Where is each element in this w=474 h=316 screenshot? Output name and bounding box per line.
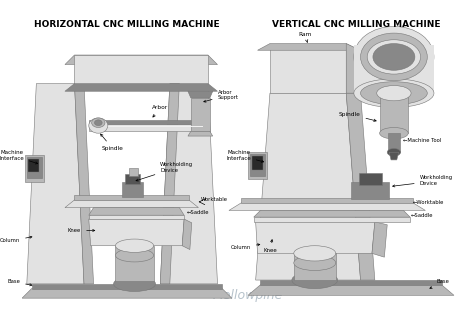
Text: Knee: Knee	[68, 228, 95, 233]
Text: Machine
Interface: Machine Interface	[0, 150, 38, 164]
Bar	[25, 155, 44, 182]
Bar	[294, 253, 336, 280]
Polygon shape	[257, 44, 359, 50]
Text: HORIZONTAL CNC MILLING MACHINE: HORIZONTAL CNC MILLING MACHINE	[34, 20, 220, 29]
Polygon shape	[248, 285, 454, 295]
Bar	[252, 156, 263, 170]
Text: Ram: Ram	[299, 32, 312, 42]
Polygon shape	[389, 152, 399, 160]
Bar	[28, 159, 39, 172]
Ellipse shape	[354, 27, 434, 88]
Polygon shape	[89, 125, 203, 127]
Polygon shape	[74, 55, 208, 84]
Text: Worktable: Worktable	[201, 198, 228, 203]
Ellipse shape	[91, 118, 105, 127]
Ellipse shape	[89, 118, 108, 133]
Polygon shape	[65, 55, 218, 64]
Text: Knee: Knee	[263, 240, 277, 253]
Ellipse shape	[361, 82, 427, 105]
Polygon shape	[32, 284, 222, 289]
Bar	[359, 173, 382, 185]
Text: ←Machine Tool: ←Machine Tool	[403, 138, 442, 143]
Ellipse shape	[373, 44, 415, 70]
Polygon shape	[188, 91, 213, 98]
Ellipse shape	[367, 40, 420, 74]
Polygon shape	[22, 289, 232, 298]
Text: Workholding
Device: Workholding Device	[392, 175, 453, 187]
Polygon shape	[89, 120, 203, 124]
Bar	[354, 46, 434, 93]
Polygon shape	[260, 280, 442, 285]
Ellipse shape	[116, 249, 154, 262]
Bar	[129, 168, 138, 176]
Bar	[248, 152, 267, 179]
Text: Mellowpine: Mellowpine	[213, 289, 283, 302]
Bar	[250, 154, 265, 176]
Bar	[27, 157, 42, 178]
Polygon shape	[229, 203, 425, 210]
Text: ←Saddle: ←Saddle	[411, 213, 434, 218]
Polygon shape	[241, 198, 413, 203]
Polygon shape	[65, 84, 218, 91]
Polygon shape	[188, 131, 213, 136]
Ellipse shape	[387, 149, 401, 156]
Polygon shape	[89, 219, 184, 246]
Text: Column: Column	[231, 244, 260, 250]
Polygon shape	[65, 200, 199, 208]
Polygon shape	[182, 219, 192, 250]
Ellipse shape	[94, 120, 102, 125]
Polygon shape	[255, 222, 375, 253]
Bar	[191, 98, 210, 131]
Text: ←Worktable: ←Worktable	[413, 200, 444, 205]
Text: Arbor: Arbor	[152, 105, 168, 117]
Bar	[380, 93, 408, 133]
Text: Arbor
Support: Arbor Support	[204, 90, 238, 102]
Bar	[270, 44, 346, 93]
Ellipse shape	[116, 239, 154, 252]
Polygon shape	[255, 93, 361, 280]
Polygon shape	[346, 93, 375, 280]
Polygon shape	[27, 84, 84, 284]
Text: ←Saddle: ←Saddle	[187, 210, 210, 215]
Polygon shape	[74, 195, 189, 200]
Ellipse shape	[294, 255, 336, 270]
Polygon shape	[254, 217, 410, 222]
Bar	[122, 182, 143, 197]
Bar	[351, 182, 389, 199]
Polygon shape	[346, 44, 361, 93]
Polygon shape	[89, 124, 203, 131]
Polygon shape	[89, 208, 184, 215]
Text: Base: Base	[430, 279, 450, 288]
Ellipse shape	[361, 33, 427, 81]
Text: Spindle: Spindle	[338, 112, 376, 121]
Polygon shape	[160, 84, 218, 284]
Bar	[125, 174, 140, 184]
Ellipse shape	[294, 246, 336, 261]
Polygon shape	[372, 222, 387, 257]
Text: Workholding
Device: Workholding Device	[136, 162, 193, 181]
Ellipse shape	[292, 271, 337, 289]
Ellipse shape	[380, 127, 408, 139]
Bar	[116, 246, 154, 281]
Text: Spindle: Spindle	[100, 134, 124, 151]
Text: Machine
Interface: Machine Interface	[226, 150, 264, 162]
Ellipse shape	[377, 86, 411, 101]
Bar	[388, 133, 400, 152]
Polygon shape	[89, 215, 184, 219]
Polygon shape	[160, 84, 179, 284]
Text: Base: Base	[7, 279, 32, 286]
Text: Column: Column	[0, 236, 32, 243]
Ellipse shape	[354, 79, 434, 107]
Polygon shape	[74, 84, 93, 284]
Ellipse shape	[114, 276, 155, 291]
Polygon shape	[254, 210, 410, 217]
Text: VERTICAL CNC MILLING MACHINE: VERTICAL CNC MILLING MACHINE	[272, 20, 440, 29]
